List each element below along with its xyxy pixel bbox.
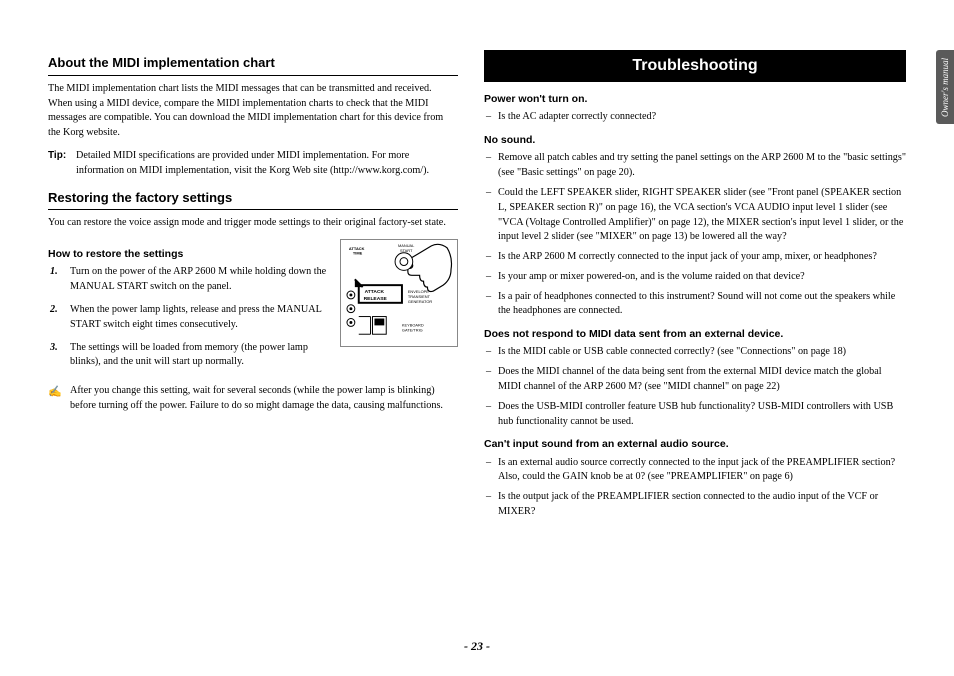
ts-heading-midi: Does not respond to MIDI data sent from … (484, 327, 906, 342)
ts-list-extaudio: Is an external audio source correctly co… (484, 456, 906, 520)
ts-heading-power: Power won't turn on. (484, 92, 906, 107)
ts-item: Does the MIDI channel of the data being … (498, 365, 906, 395)
restore-step-text: Turn on the power of the ARP 2600 M whil… (70, 266, 326, 292)
fig-label-release: RELEASE (364, 296, 388, 302)
restore-step: 1.Turn on the power of the ARP 2600 M wh… (70, 265, 458, 295)
restore-step: 3.The settings will be loaded from memor… (70, 341, 458, 371)
ts-heading-nosound: No sound. (484, 133, 906, 148)
ts-item: Is a pair of headphones connected to thi… (498, 290, 906, 320)
heading-restore: Restoring the factory settings (48, 189, 458, 211)
ts-item: Is the AC adapter correctly connected? (498, 110, 906, 125)
ts-item: Is the MIDI cable or USB cable connected… (498, 345, 906, 360)
ts-item: Is your amp or mixer powered-on, and is … (498, 270, 906, 285)
svg-text:TIME: TIME (353, 251, 363, 256)
restore-step: 2.When the power lamp lights, release an… (70, 303, 458, 333)
ts-list-power: Is the AC adapter correctly connected? (484, 110, 906, 125)
note-icon: ✍ (48, 385, 62, 401)
heading-troubleshooting-banner: Troubleshooting (484, 50, 906, 82)
restore-step-text: When the power lamp lights, release and … (70, 304, 321, 330)
paragraph-restore-intro: You can restore the voice assign mode an… (48, 216, 458, 231)
tip-block: Tip: Detailed MIDI specifications are pr… (48, 149, 458, 179)
ts-item: Is the output jack of the PREAMPLIFIER s… (498, 490, 906, 520)
ts-list-nosound: Remove all patch cables and try setting … (484, 151, 906, 319)
page-content: About the MIDI implementation chart The … (0, 0, 954, 676)
ts-item: Is the ARP 2600 M correctly connected to… (498, 250, 906, 265)
ts-item: Does the USB-MIDI controller feature USB… (498, 400, 906, 430)
ts-heading-extaudio: Can't input sound from an external audio… (484, 437, 906, 452)
restore-step-text: The settings will be loaded from memory … (70, 342, 308, 368)
left-column: About the MIDI implementation chart The … (48, 50, 458, 646)
svg-text:START: START (400, 248, 413, 253)
ts-item: Is an external audio source correctly co… (498, 456, 906, 486)
paragraph-midi-intro: The MIDI implementation chart lists the … (48, 82, 458, 141)
restore-steps-list: 1.Turn on the power of the ARP 2600 M wh… (48, 265, 458, 370)
note-body: After you change this setting, wait for … (70, 385, 443, 411)
tip-label: Tip: (48, 149, 66, 164)
page-number: - 23 - (0, 639, 954, 654)
ts-item: Remove all patch cables and try setting … (498, 151, 906, 181)
right-column: Troubleshooting Power won't turn on. Is … (484, 50, 906, 646)
caution-note: ✍ After you change this setting, wait fo… (48, 384, 458, 414)
side-tab-owners-manual: Owner's manual (936, 50, 954, 124)
tip-body: Detailed MIDI specifications are provide… (76, 150, 429, 176)
ts-list-midi: Is the MIDI cable or USB cable connected… (484, 345, 906, 429)
heading-midi-chart: About the MIDI implementation chart (48, 54, 458, 76)
ts-item: Could the LEFT SPEAKER slider, RIGHT SPE… (498, 186, 906, 245)
